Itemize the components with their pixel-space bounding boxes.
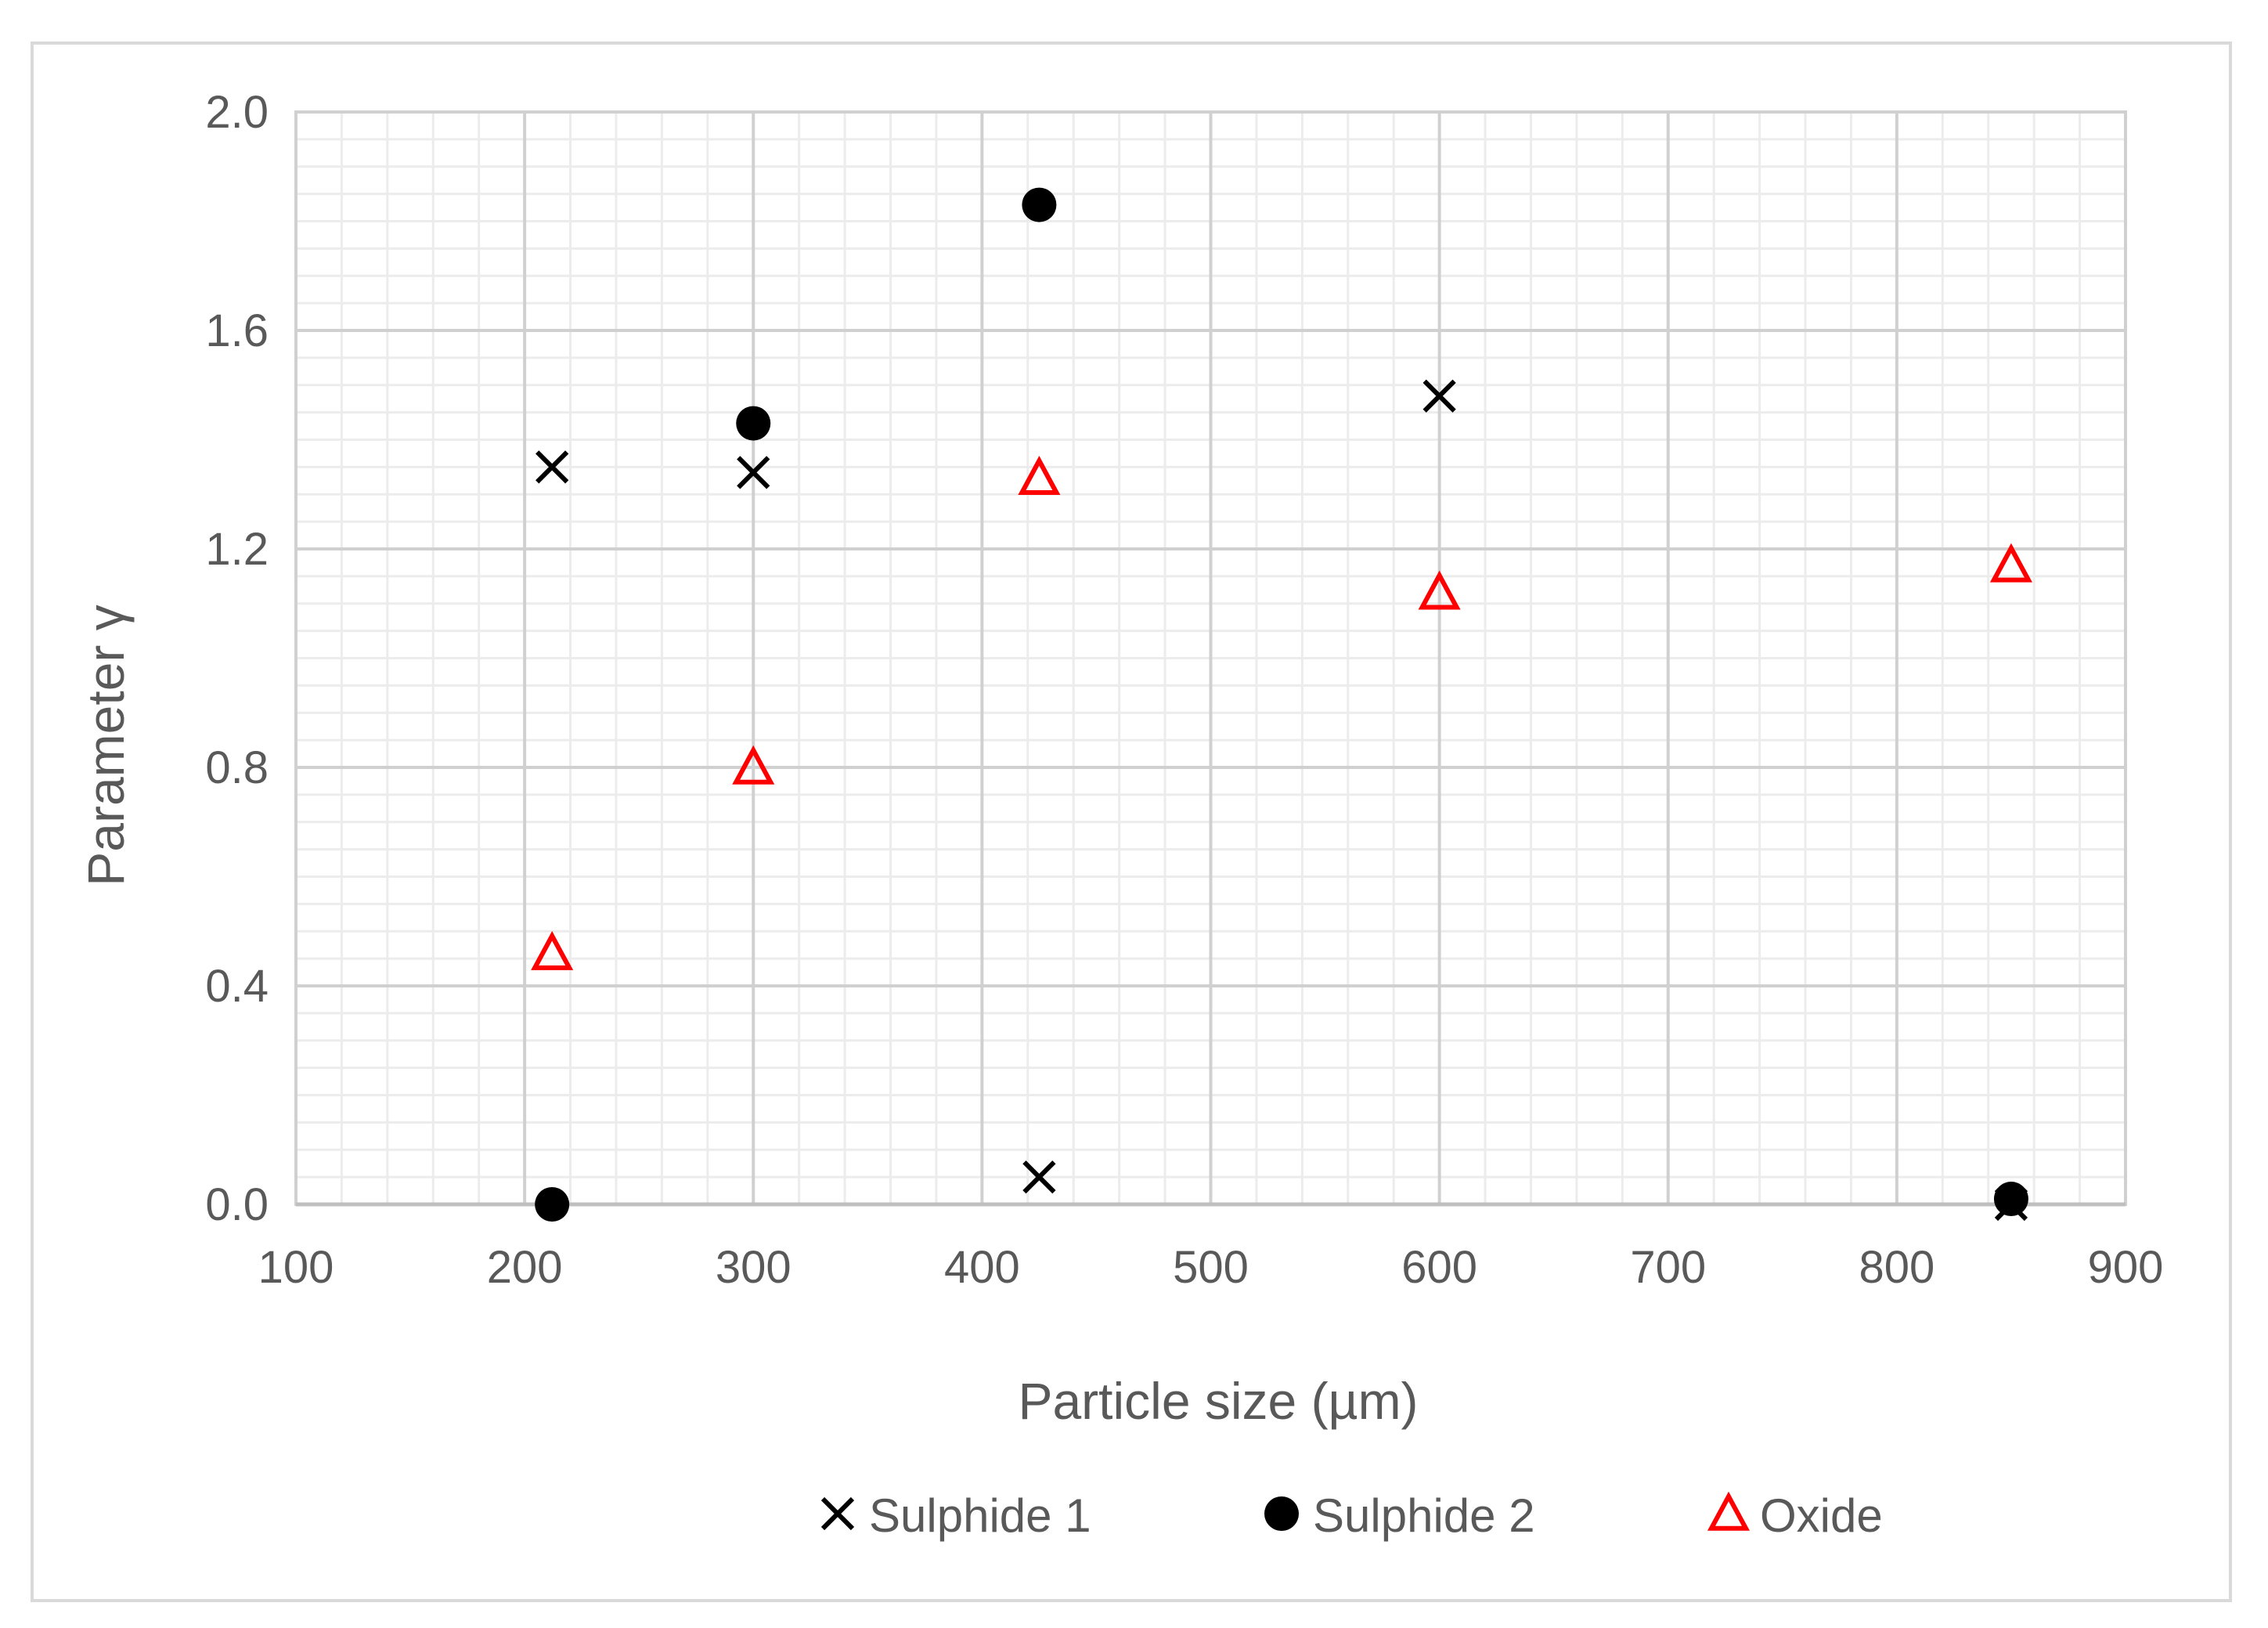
x-tick-label: 100 xyxy=(258,1242,334,1293)
marker-stroke xyxy=(737,456,770,489)
x-tick-label: 500 xyxy=(1173,1242,1249,1293)
legend-marker xyxy=(1264,1496,1299,1531)
series-sulphide-2 xyxy=(535,187,2028,1222)
legend-item: Sulphide 2 xyxy=(1264,1489,1535,1542)
y-tick-label: 2.0 xyxy=(205,87,269,138)
y-tick-label: 1.2 xyxy=(205,524,269,575)
legend-item: Sulphide 1 xyxy=(820,1489,1091,1542)
data-point xyxy=(535,450,569,484)
y-tick-label: 0.4 xyxy=(205,961,269,1012)
data-point xyxy=(1422,379,1456,413)
grid-lines xyxy=(294,110,2127,1206)
data-point xyxy=(1018,456,1061,496)
x-tick-label: 400 xyxy=(944,1242,1020,1293)
legend-label: Sulphide 2 xyxy=(1313,1489,1535,1542)
y-axis-title: Parameter γ xyxy=(77,605,135,886)
data-point xyxy=(1993,1182,2028,1217)
data-point xyxy=(737,456,770,489)
legend: Sulphide 1 Sulphide 2 Oxide xyxy=(820,1489,1883,1542)
x-axis-title: Particle size (µm) xyxy=(1018,1372,1418,1430)
series-sulphide-1 xyxy=(535,379,2028,1222)
x-tick-label: 300 xyxy=(716,1242,791,1293)
data-point xyxy=(1989,543,2032,583)
x-tick-labels: 100 200 300 400 500 600 700 800 900 xyxy=(258,1242,2164,1293)
x-tick-label: 200 xyxy=(487,1242,563,1293)
legend-marker xyxy=(1707,1491,1751,1531)
y-tick-label: 0.8 xyxy=(205,742,269,793)
data-point xyxy=(531,930,574,970)
marker-stroke xyxy=(1422,379,1456,413)
x-tick-label: 900 xyxy=(2088,1242,2164,1293)
x-tick-label: 700 xyxy=(1630,1242,1706,1293)
data-point xyxy=(732,745,775,785)
x-tick-label: 600 xyxy=(1401,1242,1477,1293)
data-point xyxy=(1022,1161,1056,1194)
marker-stroke xyxy=(1022,1161,1056,1194)
y-tick-labels: 0.0 0.4 0.8 1.2 1.6 2.0 xyxy=(205,87,269,1230)
x-tick-label: 800 xyxy=(1859,1242,1934,1293)
data-point xyxy=(535,1187,570,1222)
legend-label: Oxide xyxy=(1760,1489,1883,1542)
series-oxide xyxy=(531,456,2032,970)
data-point xyxy=(736,406,771,441)
y-tick-label: 0.0 xyxy=(205,1179,269,1230)
data-point xyxy=(1418,570,1461,610)
y-tick-label: 1.6 xyxy=(205,305,269,356)
axes xyxy=(294,110,2127,1207)
legend-item: Oxide xyxy=(1707,1489,1883,1542)
data-points xyxy=(531,187,2032,1222)
data-point xyxy=(1022,187,1057,222)
marker-stroke xyxy=(535,450,569,484)
marker-stroke xyxy=(820,1496,855,1531)
legend-marker xyxy=(820,1496,855,1531)
legend-label: Sulphide 1 xyxy=(869,1489,1091,1542)
